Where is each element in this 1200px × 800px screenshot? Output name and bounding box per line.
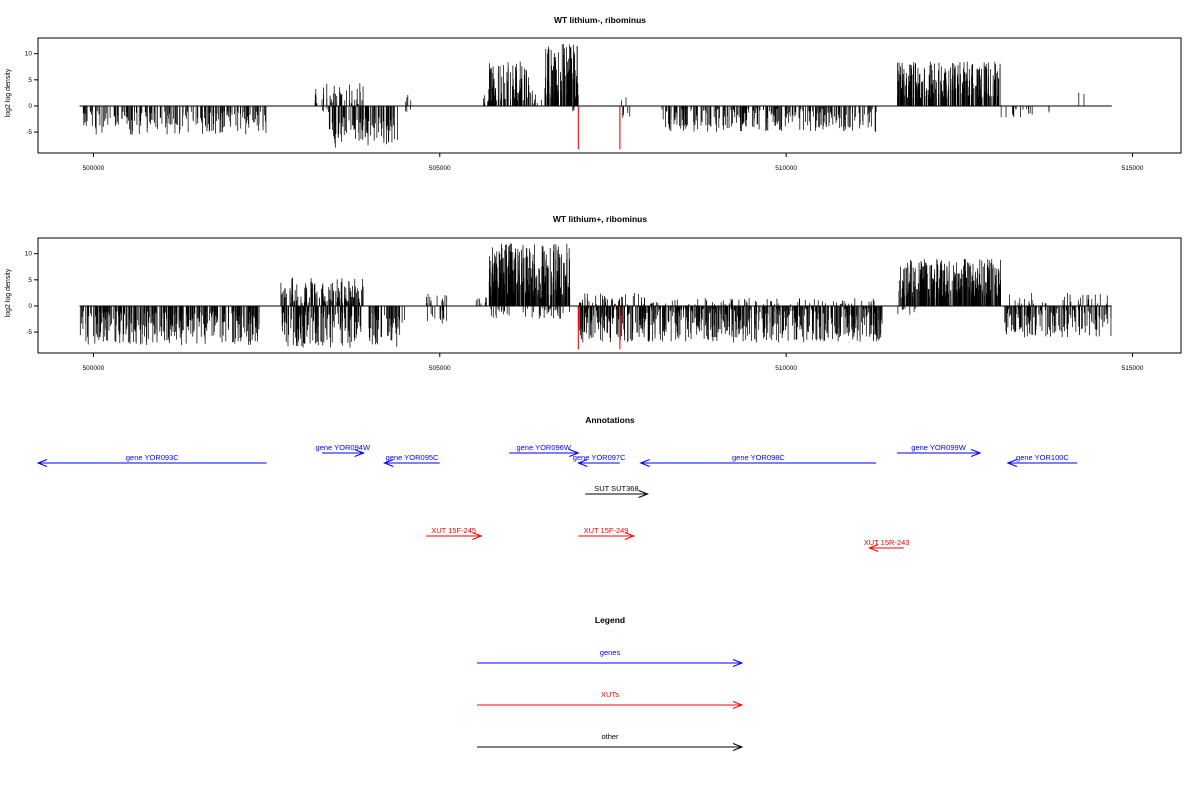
annotations-panel: Annotations gene YOR093C gene YOR094W gene … — [36, 415, 1078, 552]
y-axis-label: log2 log density — [5, 68, 12, 117]
feature-label: gene YOR098C — [732, 453, 785, 462]
feature-label: gene YOR094W — [316, 443, 371, 452]
feature-label: gene YOR096W — [516, 443, 571, 452]
feature-label: gene YOR099W — [911, 443, 966, 452]
bar-group — [82, 44, 1085, 150]
arrow-head — [1006, 459, 1017, 467]
y-tick-label: 0 — [28, 303, 32, 310]
feature-arrow — [36, 459, 267, 467]
arrow-head — [354, 449, 365, 457]
feature-arrow — [867, 544, 904, 552]
arrow-head — [970, 449, 982, 457]
arrow-head — [732, 659, 744, 667]
feature-label: gene YOR100C — [1016, 453, 1069, 462]
feature-label: XUT 15F-249 — [584, 526, 629, 535]
feature-label: gene YOR097C — [573, 453, 626, 462]
x-tick-label: 510000 — [775, 365, 797, 372]
arrow-head — [569, 449, 580, 457]
x-tick-label: 510000 — [775, 165, 797, 172]
feature-arrow — [639, 459, 877, 467]
arrow-head — [624, 532, 636, 540]
legend-arrow — [477, 743, 744, 751]
feature-arrow — [578, 532, 636, 540]
legend-label: other — [601, 732, 619, 741]
feature-arrow — [322, 449, 365, 457]
arrow-head — [638, 490, 649, 498]
arrow-head — [472, 532, 483, 540]
x-tick-label: 515000 — [1122, 365, 1144, 372]
y-axis-label: log2 log density — [5, 268, 12, 317]
x-tick-label: 500000 — [83, 165, 105, 172]
feature-arrow — [1006, 459, 1078, 467]
y-tick-label: -5 — [26, 129, 32, 136]
legend: Legend genes XUTs other — [477, 615, 744, 751]
y-tick-label: -5 — [26, 329, 32, 336]
y-tick-label: 5 — [28, 77, 32, 84]
feature-label: SUT SUT368 — [594, 484, 638, 493]
feature-arrow — [585, 490, 649, 498]
x-tick-label: 505000 — [429, 365, 451, 372]
y-tick-label: 0 — [28, 103, 32, 110]
feature-arrow — [382, 459, 440, 467]
arrow-head — [639, 459, 650, 467]
feature-arrow — [896, 449, 982, 457]
feature-label: gene YOR095C — [386, 453, 439, 462]
y-tick-label: 5 — [28, 277, 32, 284]
feature-label: XUT 15R-243 — [864, 538, 910, 547]
x-tick-label: 515000 — [1122, 165, 1144, 172]
arrow-head — [382, 459, 394, 467]
arrow-head — [732, 743, 744, 751]
y-tick-label: 10 — [25, 251, 33, 258]
panel-title: WT lithium-, ribominus — [554, 15, 646, 25]
legend-arrow — [477, 659, 744, 667]
legend-title: Legend — [595, 615, 625, 625]
panel-title: WT lithium+, ribominus — [553, 214, 647, 224]
arrow-head — [732, 701, 744, 709]
legend-arrow — [477, 701, 744, 709]
feature-arrow — [509, 449, 580, 457]
legend-label: XUTs — [601, 690, 619, 699]
arrow-head — [867, 544, 879, 552]
track-panel: WT lithium+, ribominus -5 0 5 10 log2 log den… — [5, 214, 1182, 372]
x-tick-label: 505000 — [429, 165, 451, 172]
plot-frame — [37, 237, 1182, 354]
arrow-head — [576, 459, 588, 467]
feature-arrow — [576, 459, 620, 467]
annotations-title: Annotations — [585, 415, 635, 425]
y-tick-label: 10 — [25, 51, 33, 58]
arrow-head — [36, 459, 48, 467]
legend-label: genes — [600, 648, 621, 657]
feature-arrow — [425, 532, 483, 540]
bar-group — [79, 243, 1112, 350]
feature-label: gene YOR093C — [126, 453, 179, 462]
feature-label: XUT 15F-245 — [431, 526, 476, 535]
track-panel: WT lithium-, ribominus -5 0 5 10 log2 log den… — [5, 15, 1182, 172]
plot-frame — [37, 37, 1182, 154]
x-tick-label: 500000 — [83, 365, 105, 372]
